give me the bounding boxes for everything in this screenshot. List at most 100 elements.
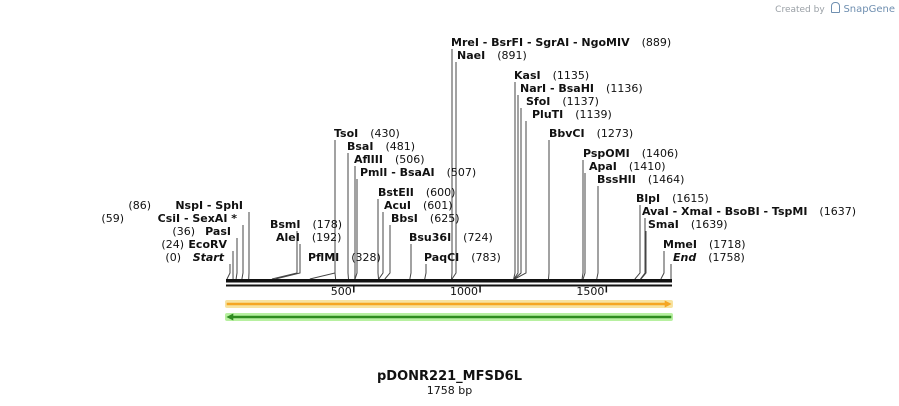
backbone-bottom-strand — [226, 284, 672, 287]
restriction-site-label: BsaI (481) — [347, 140, 415, 153]
site-position: (192) — [312, 231, 342, 244]
restriction-site-label: BssHII (1464) — [597, 173, 684, 186]
site-position: (1639) — [691, 218, 728, 231]
restriction-site-label: BstEII (600) — [378, 186, 455, 199]
restriction-site-label: (59) CsiI - SexAI * — [101, 212, 237, 225]
site-position: (24) — [161, 238, 184, 251]
site-enzyme-name: PasI — [205, 225, 231, 238]
site-position: (178) — [313, 218, 343, 231]
site-enzyme-name: PflMI — [308, 251, 339, 264]
restriction-site-label: ApaI (1410) — [589, 160, 665, 173]
site-position: (1637) — [819, 205, 856, 218]
restriction-site-label: TsoI (430) — [334, 127, 400, 140]
feature-arrow — [226, 313, 672, 321]
site-position: (783) — [471, 251, 501, 264]
site-enzyme-name: CsiI - SexAI * — [158, 212, 238, 225]
site-position: (889) — [642, 36, 672, 49]
site-leader-line — [334, 140, 337, 280]
restriction-site-label: PaqCI (783) — [424, 251, 501, 264]
site-position: (1410) — [629, 160, 666, 173]
site-leader-line — [424, 264, 427, 280]
site-enzyme-name: EcoRV — [188, 238, 227, 251]
site-leader-line — [309, 264, 336, 280]
credit-prefix: Created by — [775, 5, 825, 15]
site-enzyme-name: PspOMI — [583, 147, 630, 160]
site-enzyme-name: Bsu36I — [409, 231, 451, 244]
site-position: (1464) — [648, 173, 685, 186]
site-leader-line — [271, 231, 298, 280]
restriction-site-label: SfoI (1137) — [526, 95, 599, 108]
site-enzyme-name: BbvCI — [549, 127, 585, 140]
site-position: (1758) — [708, 251, 745, 264]
site-enzyme-name: AflIII — [354, 153, 383, 166]
site-leader-line — [451, 62, 457, 280]
site-position: (1136) — [606, 82, 643, 95]
snapgene-logo-icon — [830, 2, 840, 13]
site-leader-line — [377, 199, 380, 280]
restriction-site-label: (36) PasI — [172, 225, 231, 238]
restriction-site-label: SmaI (1639) — [648, 218, 727, 231]
site-position: (1139) — [575, 108, 612, 121]
credit-brand: SnapGene — [843, 4, 895, 15]
site-position: (86) — [128, 199, 151, 212]
site-position: (1718) — [709, 238, 746, 251]
restriction-site-label: AleI (192) — [276, 231, 341, 244]
site-leader-line — [514, 121, 527, 280]
site-leader-line — [378, 212, 384, 280]
site-enzyme-name: BsmI — [270, 218, 301, 231]
backbone-top-strand — [226, 279, 672, 283]
site-leader-line — [241, 225, 244, 280]
site-labels: (86) NspI - SphI (59) CsiI - SexAI *(36) Pas… — [101, 36, 856, 264]
site-position: (481) — [385, 140, 415, 153]
feature-green-arrow — [225, 313, 673, 321]
site-leader-line — [235, 238, 238, 280]
restriction-site-label: NarI - BsaHI (1136) — [520, 82, 643, 95]
site-position: (59) — [101, 212, 124, 225]
restriction-site-label: KasI (1135) — [514, 69, 589, 82]
site-position: (36) — [172, 225, 195, 238]
site-leader-line — [513, 95, 519, 280]
site-position: (1135) — [553, 69, 590, 82]
site-position: (600) — [426, 186, 456, 199]
site-leader-line — [660, 251, 665, 280]
plasmid-name: pDONR221_MFSD6L — [377, 369, 522, 384]
restriction-site-label: AflIII (506) — [354, 153, 425, 166]
restriction-site-label: MreI - BsrFI - SgrAI - NgoMIV (889) — [451, 36, 671, 49]
site-enzyme-name: BstEII — [378, 186, 414, 199]
axis-tick-label: 500 — [331, 285, 352, 298]
axis-tick — [605, 286, 608, 293]
site-enzyme-name: AcuI — [384, 199, 411, 212]
site-leader-line — [384, 225, 391, 280]
site-position: (1137) — [562, 95, 599, 108]
site-enzyme-name: ApaI — [589, 160, 617, 173]
axis-tick — [479, 286, 481, 293]
restriction-site-label: BbvCI (1273) — [549, 127, 633, 140]
site-enzyme-name: AvaI - XmaI - BsoBI - TspMI — [642, 205, 807, 218]
restriction-site-label: BbsI (625) — [391, 212, 460, 225]
site-leader-line — [513, 82, 516, 280]
site-enzyme-name: BssHII — [597, 173, 636, 186]
dna-backbone — [226, 279, 672, 287]
site-enzyme-name: PmlI - BsaAI — [360, 166, 435, 179]
site-position: (430) — [370, 127, 400, 140]
snapgene-credit: Created by SnapGene — [775, 2, 895, 15]
site-position: (1273) — [597, 127, 634, 140]
site-enzyme-name: AleI — [276, 231, 300, 244]
site-leader-lines — [226, 49, 672, 280]
restriction-site-label: End (1758) — [673, 251, 745, 264]
site-position: (891) — [497, 49, 527, 62]
restriction-site-label: PspOMI (1406) — [583, 147, 678, 160]
restriction-site-label: AvaI - XmaI - BsoBI - TspMI (1637) — [642, 205, 856, 218]
site-position: (601) — [423, 199, 453, 212]
axis-tick-label: 1500 — [576, 285, 604, 298]
site-enzyme-name: NspI - SphI — [175, 199, 243, 212]
site-enzyme-name: BlpI — [636, 192, 660, 205]
site-enzyme-name: BbsI — [391, 212, 418, 225]
restriction-site-label: PluTI (1139) — [532, 108, 612, 121]
restriction-site-label: (24) EcoRV — [161, 238, 227, 251]
site-position: (625) — [430, 212, 460, 225]
restriction-site-label: PmlI - BsaAI (507) — [360, 166, 476, 179]
site-leader-line — [640, 218, 646, 280]
site-leader-line — [409, 244, 412, 280]
